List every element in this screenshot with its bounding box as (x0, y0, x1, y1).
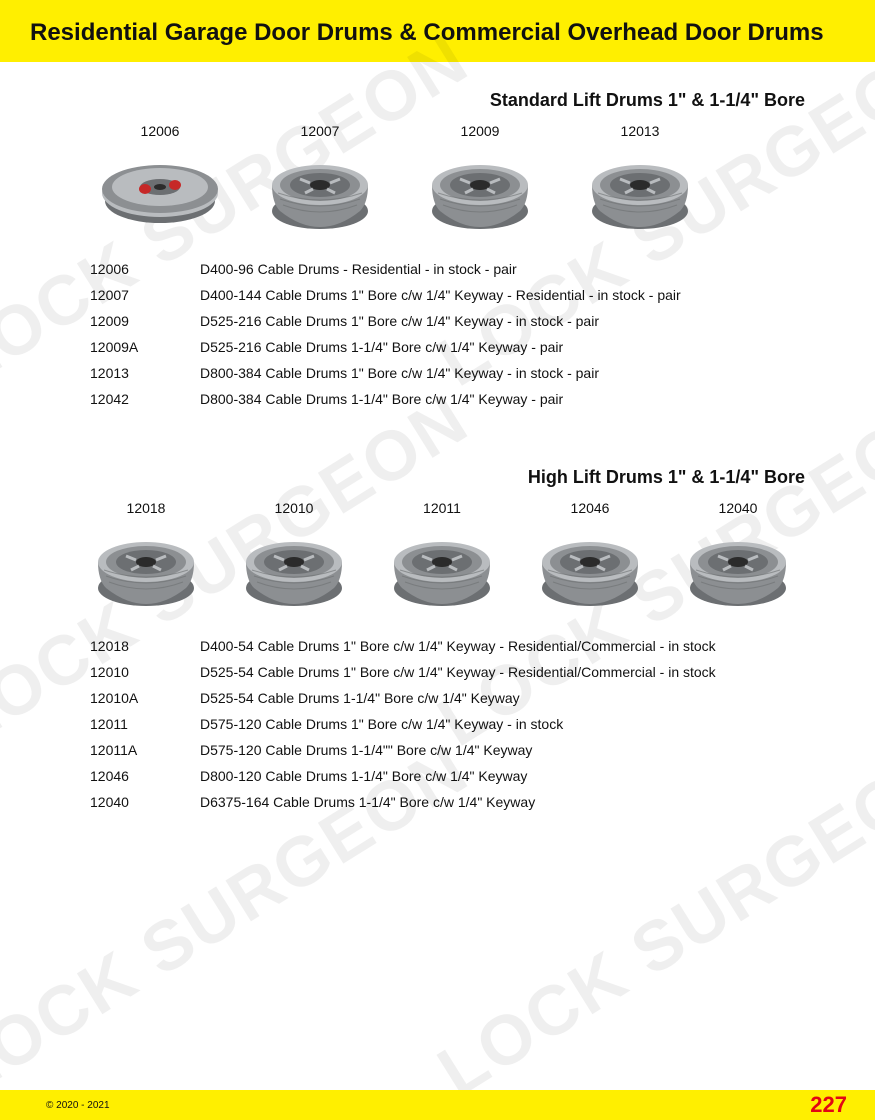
spec-code: 12013 (90, 365, 200, 381)
drum-item: 12010 (228, 500, 360, 614)
drum-item: 12013 (570, 123, 710, 237)
spec-row: 12010AD525-54 Cable Drums 1-1/4" Bore c/… (90, 690, 845, 706)
header-band: Residential Garage Door Drums & Commerci… (0, 0, 875, 62)
drum-label: 12040 (719, 500, 758, 516)
spec-row: 12009AD525-216 Cable Drums 1-1/4" Bore c… (90, 339, 845, 355)
spec-description: D400-144 Cable Drums 1" Bore c/w 1/4" Ke… (200, 287, 681, 303)
spec-code: 12010 (90, 664, 200, 680)
drum-row-highlift: 12018 12010 12011 12046 12040 (30, 494, 845, 624)
spec-description: D575-120 Cable Drums 1" Bore c/w 1/4" Ke… (200, 716, 563, 732)
drum-item: 12006 (90, 123, 230, 237)
drum-item: 12018 (80, 500, 212, 614)
spec-description: D6375-164 Cable Drums 1-1/4" Bore c/w 1/… (200, 794, 535, 810)
spec-code: 12009 (90, 313, 200, 329)
copyright-text: © 2020 - 2021 (46, 1100, 110, 1111)
spec-code: 12006 (90, 261, 200, 277)
drum-icon (81, 522, 211, 614)
page-title: Residential Garage Door Drums & Commerci… (30, 18, 845, 48)
drum-icon (255, 145, 385, 237)
spec-row: 12040D6375-164 Cable Drums 1-1/4" Bore c… (90, 794, 845, 810)
spec-row: 12013D800-384 Cable Drums 1" Bore c/w 1/… (90, 365, 845, 381)
footer-band: © 2020 - 2021 227 (0, 1090, 875, 1120)
spec-row: 12009D525-216 Cable Drums 1" Bore c/w 1/… (90, 313, 845, 329)
drum-icon (673, 522, 803, 614)
drum-item: 12046 (524, 500, 656, 614)
drum-item: 12011 (376, 500, 508, 614)
drum-label: 12046 (571, 500, 610, 516)
spec-row: 12007D400-144 Cable Drums 1" Bore c/w 1/… (90, 287, 845, 303)
drum-icon (229, 522, 359, 614)
spec-list-standard: 12006D400-96 Cable Drums - Residential -… (90, 261, 845, 407)
spec-description: D400-54 Cable Drums 1" Bore c/w 1/4" Key… (200, 638, 716, 654)
drum-label: 12010 (275, 500, 314, 516)
drum-label: 12011 (423, 500, 461, 516)
spec-code: 12040 (90, 794, 200, 810)
spec-row: 12011AD575-120 Cable Drums 1-1/4"" Bore … (90, 742, 845, 758)
spec-row: 12018D400-54 Cable Drums 1" Bore c/w 1/4… (90, 638, 845, 654)
drum-icon (95, 145, 225, 237)
drum-label: 12013 (621, 123, 660, 139)
drum-item: 12009 (410, 123, 550, 237)
spec-description: D400-96 Cable Drums - Residential - in s… (200, 261, 517, 277)
spec-description: D800-384 Cable Drums 1" Bore c/w 1/4" Ke… (200, 365, 599, 381)
spec-row: 12042D800-384 Cable Drums 1-1/4" Bore c/… (90, 391, 845, 407)
spec-description: D575-120 Cable Drums 1-1/4"" Bore c/w 1/… (200, 742, 532, 758)
spec-description: D800-120 Cable Drums 1-1/4" Bore c/w 1/4… (200, 768, 527, 784)
spec-description: D525-216 Cable Drums 1" Bore c/w 1/4" Ke… (200, 313, 599, 329)
spec-code: 12011 (90, 716, 200, 732)
drum-label: 12018 (127, 500, 166, 516)
spec-code: 12011A (90, 742, 200, 758)
drum-item: 12007 (250, 123, 390, 237)
spec-code: 12009A (90, 339, 200, 355)
spec-row: 12046D800-120 Cable Drums 1-1/4" Bore c/… (90, 768, 845, 784)
drum-icon (525, 522, 655, 614)
drum-icon (415, 145, 545, 237)
drum-icon (575, 145, 705, 237)
drum-label: 12007 (301, 123, 340, 139)
spec-code: 12042 (90, 391, 200, 407)
spec-description: D525-54 Cable Drums 1-1/4" Bore c/w 1/4"… (200, 690, 520, 706)
drum-label: 12009 (461, 123, 500, 139)
spec-code: 12046 (90, 768, 200, 784)
section-title-standard: Standard Lift Drums 1" & 1-1/4" Bore (30, 90, 805, 111)
drum-item: 12040 (672, 500, 804, 614)
spec-code: 12010A (90, 690, 200, 706)
spec-row: 12011D575-120 Cable Drums 1" Bore c/w 1/… (90, 716, 845, 732)
drum-label: 12006 (141, 123, 180, 139)
spec-row: 12006D400-96 Cable Drums - Residential -… (90, 261, 845, 277)
spec-description: D800-384 Cable Drums 1-1/4" Bore c/w 1/4… (200, 391, 563, 407)
spec-row: 12010D525-54 Cable Drums 1" Bore c/w 1/4… (90, 664, 845, 680)
drum-icon (377, 522, 507, 614)
spec-description: D525-216 Cable Drums 1-1/4" Bore c/w 1/4… (200, 339, 563, 355)
page-number: 227 (810, 1092, 847, 1118)
spec-list-highlift: 12018D400-54 Cable Drums 1" Bore c/w 1/4… (90, 638, 845, 810)
spec-code: 12018 (90, 638, 200, 654)
drum-row-standard: 12006 12007 12009 12013 (30, 117, 845, 247)
section-title-highlift: High Lift Drums 1" & 1-1/4" Bore (30, 467, 805, 488)
spec-code: 12007 (90, 287, 200, 303)
spec-description: D525-54 Cable Drums 1" Bore c/w 1/4" Key… (200, 664, 716, 680)
content-area: Standard Lift Drums 1" & 1-1/4" Bore 120… (0, 90, 875, 810)
